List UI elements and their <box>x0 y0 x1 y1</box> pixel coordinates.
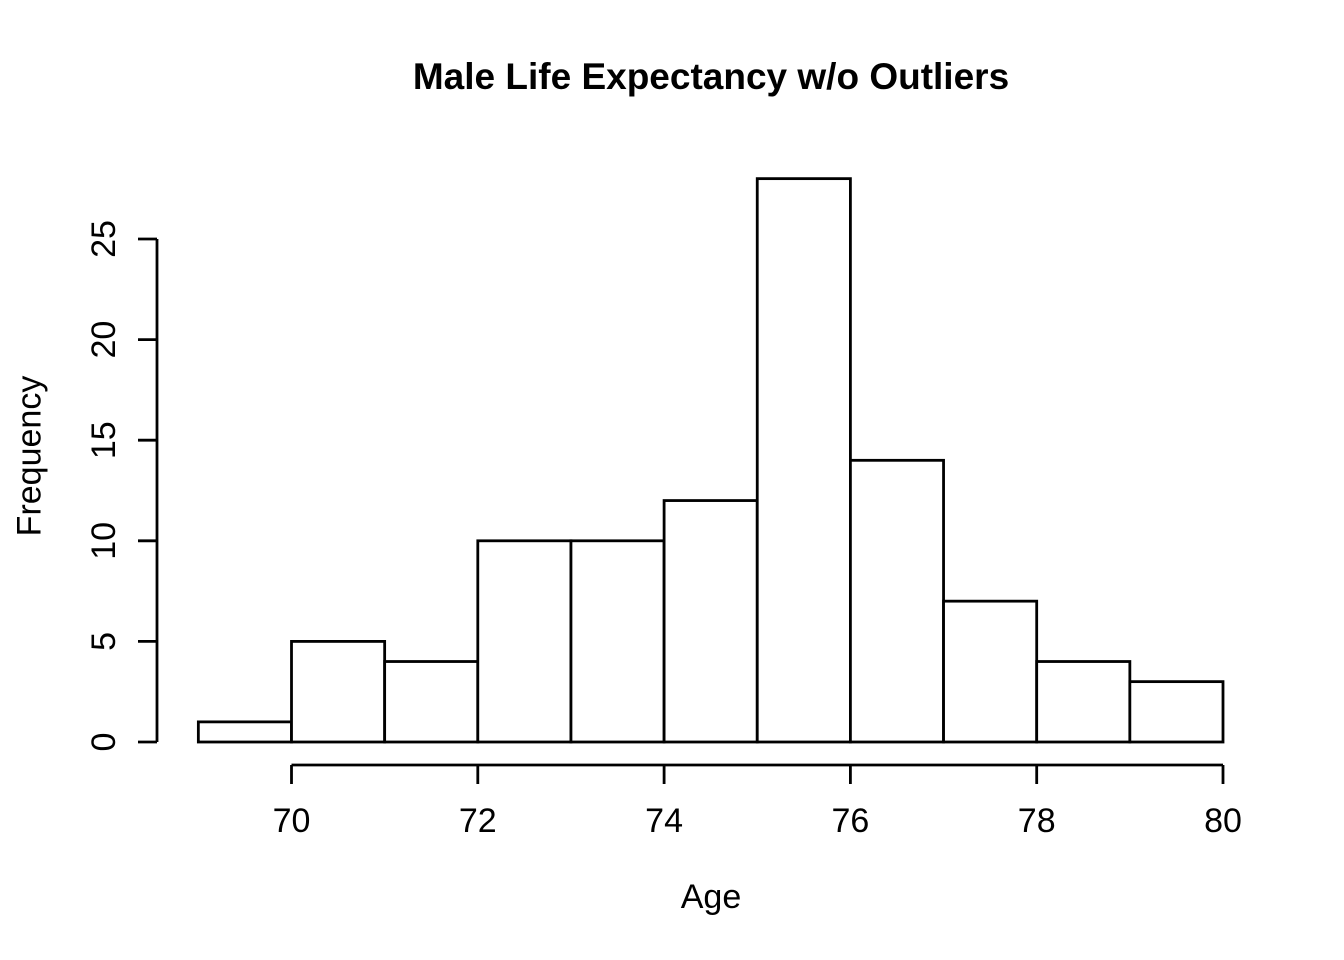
histogram-bar <box>196 720 293 744</box>
chart-title: Male Life Expectancy w/o Outliers <box>412 56 1010 97</box>
histogram-bar <box>1035 660 1132 744</box>
x-tick-label: 78 <box>1018 802 1056 840</box>
histogram-bar <box>849 458 945 744</box>
y-tick-label: 25 <box>85 220 123 258</box>
y-tick-label: 0 <box>85 733 123 752</box>
x-axis-label: Age <box>680 878 742 916</box>
histogram-bar <box>383 660 480 744</box>
y-tick-label: 10 <box>85 522 123 560</box>
x-tick-label: 74 <box>645 802 683 840</box>
histogram-bar <box>662 499 759 744</box>
y-tick-label: 15 <box>85 421 123 459</box>
histogram-bar <box>942 599 1039 744</box>
x-tick-label: 76 <box>831 802 869 840</box>
y-tick-label: 20 <box>85 321 123 359</box>
histogram-bar <box>290 640 387 744</box>
histogram-bar <box>569 539 666 744</box>
histogram-bar <box>1128 680 1225 744</box>
histogram-bar <box>476 539 573 744</box>
x-tick-label: 72 <box>459 802 497 840</box>
x-tick-label: 80 <box>1204 802 1242 840</box>
histogram-bar <box>755 177 852 744</box>
x-tick-label: 70 <box>273 802 311 840</box>
y-tick-label: 5 <box>85 632 123 651</box>
